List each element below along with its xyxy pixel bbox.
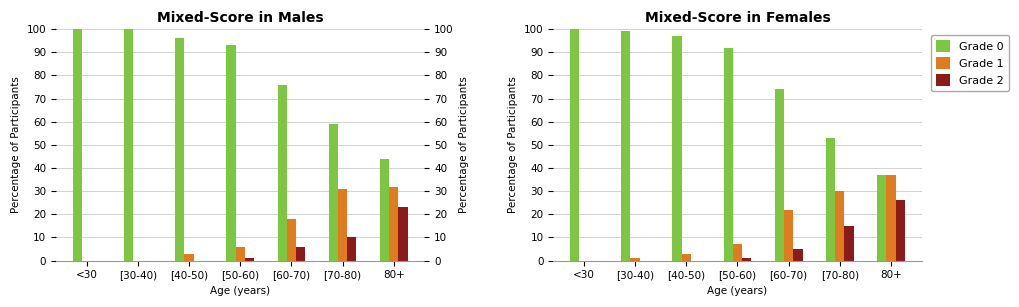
Bar	[124, 29, 133, 261]
Bar	[277, 85, 286, 261]
Bar	[570, 29, 579, 261]
X-axis label: Age (years): Age (years)	[707, 286, 766, 296]
Bar	[175, 38, 184, 261]
Title: Mixed-Score in Males: Mixed-Score in Males	[157, 11, 323, 25]
Bar	[732, 244, 742, 261]
Bar	[681, 254, 690, 261]
Legend: Grade 0, Grade 1, Grade 2: Grade 0, Grade 1, Grade 2	[930, 35, 1008, 91]
Bar	[226, 45, 235, 261]
Bar	[286, 219, 296, 261]
Bar	[296, 247, 305, 261]
Bar	[835, 191, 844, 261]
Bar	[72, 29, 82, 261]
Title: Mixed-Score in Females: Mixed-Score in Females	[644, 11, 829, 25]
Bar	[844, 226, 853, 261]
Y-axis label: Percentage of Participants: Percentage of Participants	[459, 76, 469, 213]
X-axis label: Age (years): Age (years)	[210, 286, 270, 296]
Bar	[630, 258, 639, 261]
Bar	[235, 247, 245, 261]
Bar	[722, 48, 732, 261]
Y-axis label: Percentage of Participants: Percentage of Participants	[507, 76, 518, 213]
Bar	[784, 210, 793, 261]
Bar	[389, 187, 398, 261]
Bar	[793, 249, 802, 261]
Bar	[825, 138, 835, 261]
Bar	[876, 175, 886, 261]
Bar	[328, 124, 337, 261]
Bar	[398, 207, 408, 261]
Bar	[380, 159, 389, 261]
Bar	[672, 36, 681, 261]
Bar	[742, 258, 751, 261]
Bar	[346, 237, 356, 261]
Bar	[886, 175, 895, 261]
Bar	[774, 89, 784, 261]
Bar	[245, 258, 254, 261]
Y-axis label: Percentage of Participants: Percentage of Participants	[11, 76, 21, 213]
Bar	[337, 189, 346, 261]
Bar	[895, 200, 904, 261]
Bar	[184, 254, 194, 261]
Bar	[621, 31, 630, 261]
